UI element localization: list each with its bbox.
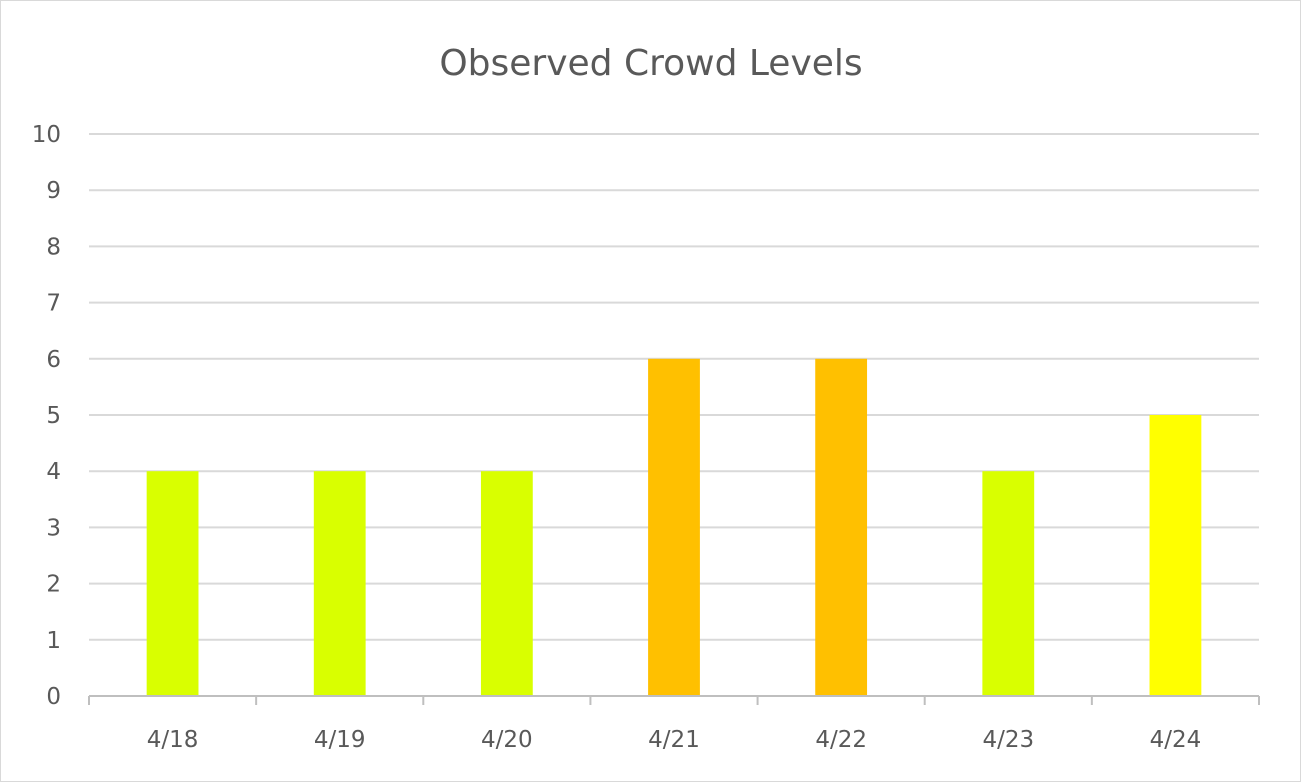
y-tick-label: 6 [46,347,61,373]
x-axis-tick-labels: 4/18 4/19 4/20 4/21 4/22 4/23 4/24 [147,727,1202,753]
y-tick-label: 5 [46,403,61,429]
x-axis [88,695,1260,705]
x-tick-label: 4/21 [648,727,700,753]
y-tick-label: 10 [32,122,61,148]
bar-4-21 [648,358,700,696]
bar-4-18 [146,471,199,696]
x-tick-label: 4/24 [1150,727,1202,753]
bar-4-22 [815,358,868,696]
y-axis-tick-labels: 0 1 2 3 4 5 6 7 8 9 10 [32,122,61,710]
bar-4-23 [982,471,1035,696]
x-tick-label: 4/20 [481,727,533,753]
x-tick-label: 4/19 [314,727,366,753]
y-tick-label: 4 [46,459,61,485]
y-tick-label: 3 [46,515,61,541]
y-tick-label: 1 [46,628,61,654]
y-tick-label: 9 [46,178,61,204]
x-tick-label: 4/18 [147,727,199,753]
bar-4-19 [313,471,366,696]
x-tick-label: 4/22 [815,727,867,753]
chart-title: Observed Crowd Levels [439,43,862,84]
bar-4-20 [480,471,533,696]
bars [146,358,1202,696]
x-tick-label: 4/23 [982,727,1034,753]
y-tick-label: 0 [46,684,61,710]
bar-4-24 [1149,415,1202,696]
y-tick-label: 2 [46,572,61,598]
y-tick-label: 7 [46,291,61,317]
y-tick-label: 8 [46,234,61,260]
